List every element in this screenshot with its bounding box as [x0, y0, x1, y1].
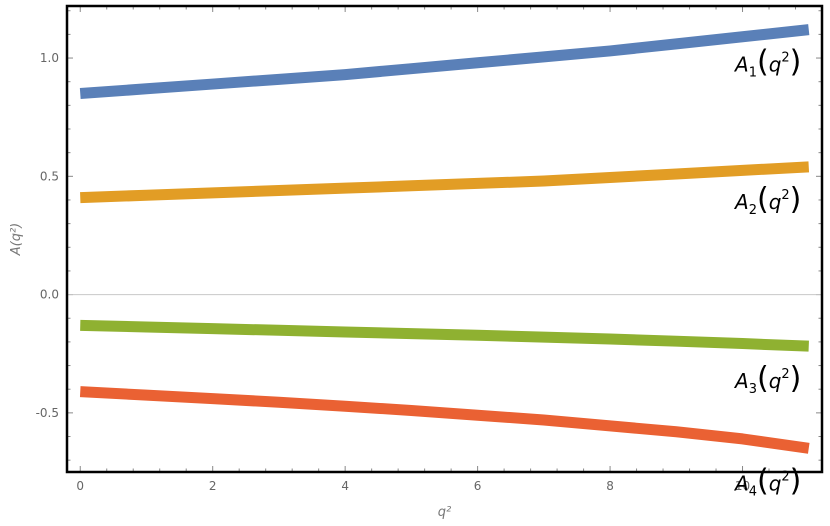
y-tick-labels: -0.5 0.0 0.5 1.0 [36, 51, 59, 420]
x-tick-label: 2 [209, 479, 217, 493]
series-label-2: A2(q2) [733, 182, 801, 218]
y-tick-label: -0.5 [36, 406, 59, 420]
x-tick-labels: 0 2 4 6 8 10 [76, 479, 750, 493]
x-tick-label: 6 [474, 479, 482, 493]
series-label-4: A4(q2) [733, 463, 801, 499]
y-axis-title: A(q²) [9, 223, 24, 257]
series-line-2 [80, 161, 810, 204]
x-axis-title: q² [438, 505, 451, 520]
series-line-4 [79, 386, 810, 454]
series-line-1 [79, 24, 810, 100]
plot-frame [65, 4, 824, 474]
series-label-3: A3(q2) [733, 361, 801, 397]
series-label-1: A1(q2) [733, 45, 801, 81]
series-line-3 [80, 319, 809, 352]
y-tick-label: 1.0 [40, 51, 59, 65]
series-group [79, 24, 810, 454]
y-tick-label: 0.0 [40, 288, 59, 302]
x-tick-label: 8 [606, 479, 614, 493]
x-tick-label: 10 [735, 479, 750, 493]
y-tick-label: 0.5 [40, 169, 59, 183]
x-tick-label: 4 [341, 479, 349, 493]
series-labels: A1(q2) A2(q2) A3(q2) A4(q2) [733, 45, 801, 500]
x-tick-label: 0 [76, 479, 84, 493]
